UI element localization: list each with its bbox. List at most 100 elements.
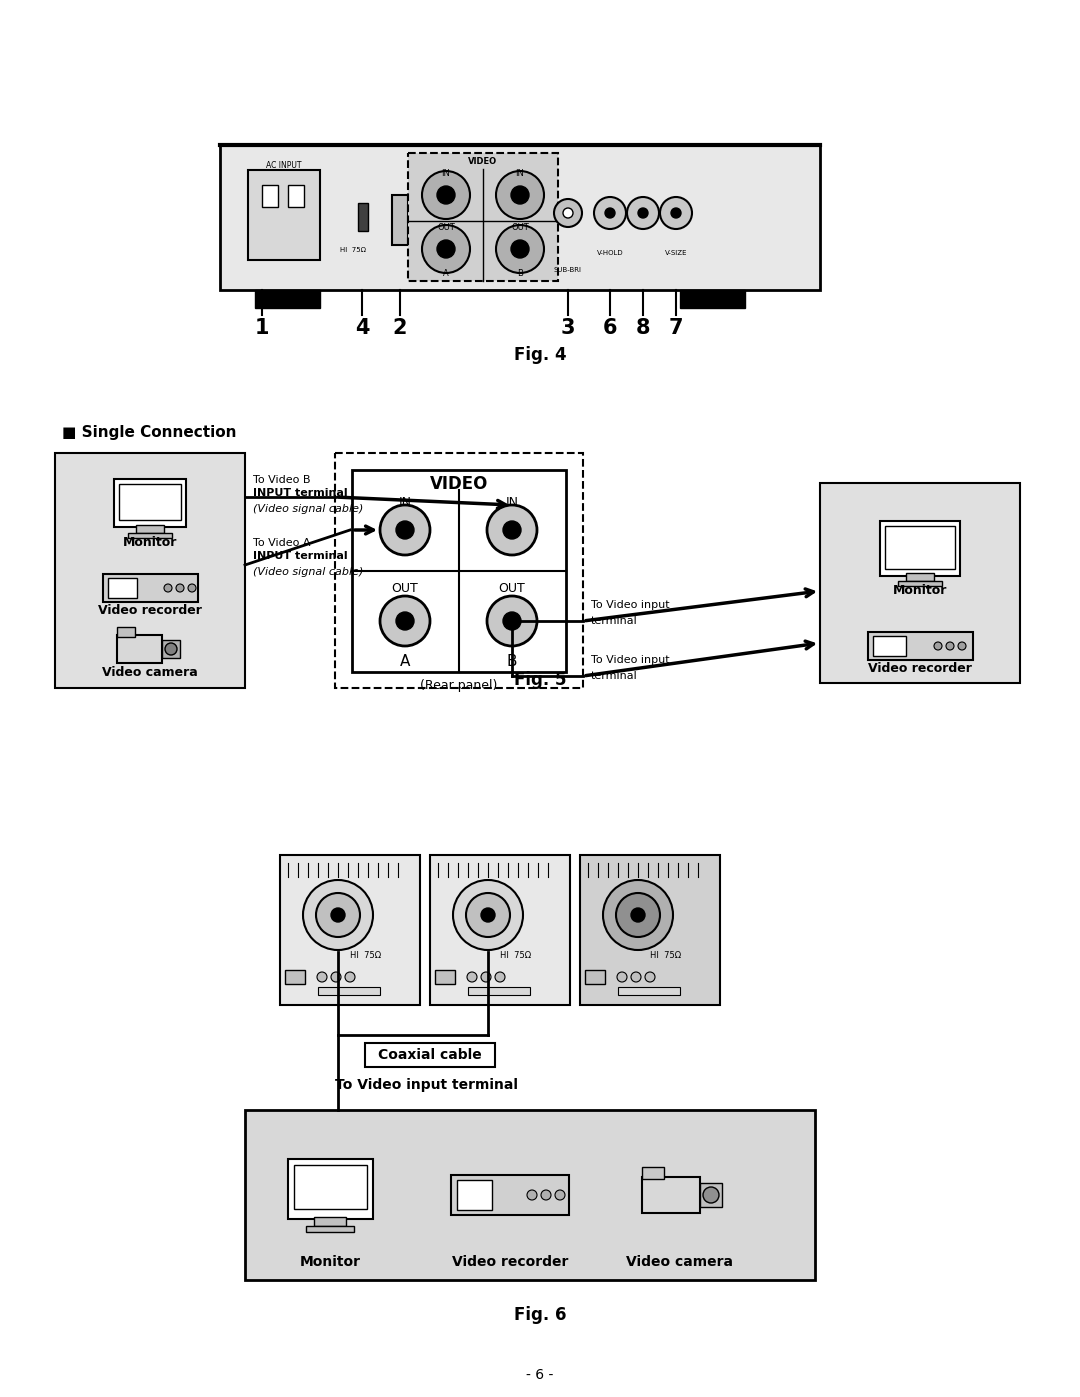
Circle shape bbox=[165, 643, 177, 655]
Bar bbox=[906, 573, 934, 581]
Text: VIDEO: VIDEO bbox=[469, 156, 498, 165]
Circle shape bbox=[303, 880, 373, 950]
Bar bbox=[642, 1178, 700, 1213]
Text: Video camera: Video camera bbox=[103, 666, 198, 679]
Text: OUT: OUT bbox=[437, 224, 455, 232]
Bar bbox=[103, 574, 198, 602]
Bar bbox=[114, 479, 186, 527]
Text: (Video signal cable): (Video signal cable) bbox=[253, 504, 363, 514]
Bar bbox=[820, 483, 1020, 683]
Bar bbox=[430, 855, 570, 1004]
Circle shape bbox=[605, 208, 615, 218]
Text: (Video signal cable): (Video signal cable) bbox=[253, 567, 363, 577]
Circle shape bbox=[554, 198, 582, 226]
Circle shape bbox=[511, 186, 529, 204]
Circle shape bbox=[422, 170, 470, 219]
Circle shape bbox=[496, 225, 544, 272]
Circle shape bbox=[563, 208, 573, 218]
Circle shape bbox=[316, 893, 360, 937]
Circle shape bbox=[541, 1190, 551, 1200]
Text: Fig. 4: Fig. 4 bbox=[514, 346, 566, 365]
Bar bbox=[117, 636, 162, 664]
Circle shape bbox=[437, 186, 455, 204]
Bar bbox=[294, 1165, 367, 1208]
Circle shape bbox=[496, 170, 544, 219]
Circle shape bbox=[627, 197, 659, 229]
Bar bbox=[262, 184, 278, 207]
Circle shape bbox=[396, 521, 414, 539]
Text: 6: 6 bbox=[603, 319, 618, 338]
Text: IN: IN bbox=[505, 496, 518, 509]
Text: HI  75Ω: HI 75Ω bbox=[500, 950, 531, 960]
Bar bbox=[897, 581, 942, 585]
Bar bbox=[255, 291, 320, 307]
Text: VIDEO: VIDEO bbox=[430, 475, 488, 493]
Circle shape bbox=[511, 240, 529, 258]
Text: To Video input: To Video input bbox=[591, 655, 670, 665]
Circle shape bbox=[603, 880, 673, 950]
Text: INPUT terminal: INPUT terminal bbox=[253, 550, 348, 562]
Text: IN: IN bbox=[399, 496, 411, 509]
Bar bbox=[335, 453, 583, 687]
Circle shape bbox=[645, 972, 654, 982]
Bar bbox=[451, 1175, 569, 1215]
Text: To Video B: To Video B bbox=[253, 475, 311, 485]
Text: OUT: OUT bbox=[499, 583, 525, 595]
Bar bbox=[580, 855, 720, 1004]
Bar bbox=[136, 525, 164, 534]
Bar bbox=[618, 988, 680, 995]
Circle shape bbox=[176, 584, 184, 592]
Bar bbox=[117, 627, 135, 637]
Bar bbox=[585, 970, 605, 983]
Bar bbox=[280, 855, 420, 1004]
Text: Fig. 5: Fig. 5 bbox=[514, 671, 566, 689]
Bar bbox=[457, 1180, 492, 1210]
Bar bbox=[55, 453, 245, 687]
Circle shape bbox=[481, 908, 495, 922]
Circle shape bbox=[487, 597, 537, 645]
Text: Video camera: Video camera bbox=[626, 1255, 733, 1268]
Circle shape bbox=[631, 908, 645, 922]
Bar bbox=[248, 170, 320, 260]
Text: HI  75Ω: HI 75Ω bbox=[340, 247, 366, 253]
Text: terminal: terminal bbox=[591, 616, 638, 626]
Bar bbox=[700, 1183, 723, 1207]
Circle shape bbox=[453, 880, 523, 950]
Circle shape bbox=[330, 908, 345, 922]
Bar bbox=[306, 1227, 354, 1232]
Bar bbox=[357, 203, 368, 231]
Circle shape bbox=[671, 208, 681, 218]
Circle shape bbox=[380, 504, 430, 555]
Text: 8: 8 bbox=[636, 319, 650, 338]
Text: Video recorder: Video recorder bbox=[868, 662, 972, 675]
Bar bbox=[468, 988, 530, 995]
Bar bbox=[288, 1160, 373, 1220]
Text: To Video input terminal: To Video input terminal bbox=[335, 1078, 518, 1092]
Bar bbox=[288, 184, 303, 207]
Text: HI  75Ω: HI 75Ω bbox=[650, 950, 681, 960]
Circle shape bbox=[164, 584, 172, 592]
Circle shape bbox=[503, 521, 521, 539]
Bar bbox=[868, 631, 973, 659]
Circle shape bbox=[617, 972, 627, 982]
Bar bbox=[162, 640, 180, 658]
Text: 2: 2 bbox=[393, 319, 407, 338]
Text: Video recorder: Video recorder bbox=[451, 1255, 568, 1268]
Circle shape bbox=[318, 972, 327, 982]
Bar bbox=[408, 154, 558, 281]
Text: Monitor: Monitor bbox=[123, 536, 177, 549]
Circle shape bbox=[934, 643, 942, 650]
Circle shape bbox=[345, 972, 355, 982]
Text: B: B bbox=[517, 270, 523, 278]
Text: (Rear panel): (Rear panel) bbox=[420, 679, 498, 693]
Text: 7: 7 bbox=[669, 319, 684, 338]
Bar bbox=[314, 1217, 346, 1227]
Text: B: B bbox=[507, 655, 517, 669]
Circle shape bbox=[481, 972, 491, 982]
Circle shape bbox=[638, 208, 648, 218]
Text: AC INPUT: AC INPUT bbox=[267, 161, 301, 169]
Bar bbox=[885, 527, 955, 569]
Text: 4: 4 bbox=[354, 319, 369, 338]
Text: Fig. 6: Fig. 6 bbox=[514, 1306, 566, 1324]
Bar bbox=[880, 521, 960, 576]
